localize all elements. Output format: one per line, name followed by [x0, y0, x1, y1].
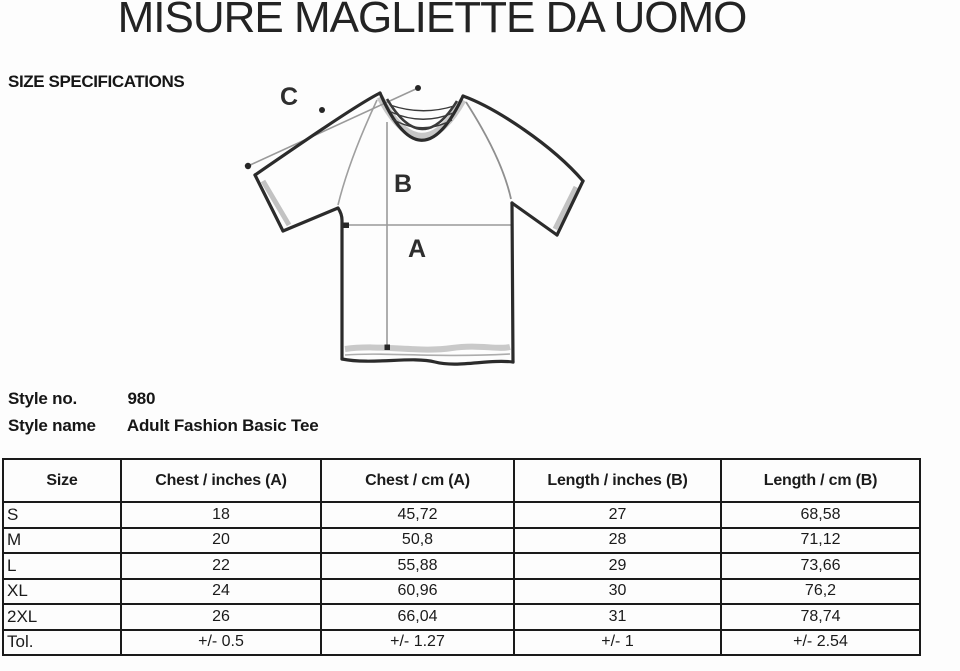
size-specifications-heading: SIZE SPECIFICATIONS [8, 72, 185, 91]
table-row: Tol. +/- 0.5 +/- 1.27 +/- 1 +/- 2.54 [2, 628, 921, 656]
value-cell: +/- 2.54 [720, 628, 921, 656]
measure-label-a: A [408, 235, 426, 263]
size-cell: XL [2, 577, 122, 605]
value-cell: 29 [513, 552, 722, 580]
value-cell: 26 [120, 603, 322, 631]
table-row: 2XL 26 66,04 31 78,74 [2, 603, 921, 631]
size-cell: L [2, 552, 122, 580]
value-cell: 27 [513, 501, 722, 529]
value-cell: 73,66 [720, 552, 921, 580]
value-cell: 66,04 [320, 603, 515, 631]
size-table-body: S 18 45,72 27 68,58 M 20 50,8 28 71,12 L 22 55,88 29 7… [2, 501, 921, 656]
measure-line-b [384, 122, 390, 350]
size-cell: S [2, 501, 122, 529]
measure-line-a [343, 222, 511, 228]
size-cell: 2XL [2, 603, 122, 631]
value-cell: 71,12 [720, 526, 921, 554]
value-cell: +/- 1.27 [320, 628, 515, 656]
value-cell: 24 [120, 577, 322, 605]
table-row: L 22 55,88 29 73,66 [2, 552, 921, 580]
measure-label-c: C [280, 83, 298, 111]
tshirt-measurement-diagram: C B A [244, 83, 585, 366]
size-table: Size Chest / inches (A) Chest / cm (A) Leng… [2, 458, 921, 656]
style-number-row: Style no. 980 [8, 389, 155, 409]
value-cell: 60,96 [320, 577, 515, 605]
size-table-header-row: Size Chest / inches (A) Chest / cm (A) Leng… [2, 458, 921, 503]
value-cell: 55,88 [320, 552, 515, 580]
value-cell: 30 [513, 577, 722, 605]
measure-line-c [244, 85, 421, 170]
table-row: S 18 45,72 27 68,58 [2, 501, 921, 529]
value-cell: 50,8 [320, 526, 515, 554]
column-header: Chest / cm (A) [320, 458, 515, 503]
value-cell: 45,72 [320, 501, 515, 529]
size-cell: Tol. [2, 628, 122, 656]
value-cell: 78,74 [720, 603, 921, 631]
value-cell: 76,2 [720, 577, 921, 605]
style-name-row: Style name Adult Fashion Basic Tee [8, 416, 319, 436]
table-row: M 20 50,8 28 71,12 [2, 526, 921, 554]
value-cell: +/- 0.5 [120, 628, 322, 656]
size-cell: M [2, 526, 122, 554]
value-cell: 20 [120, 526, 322, 554]
value-cell: 28 [513, 526, 722, 554]
value-cell: 68,58 [720, 501, 921, 529]
value-cell: +/- 1 [513, 628, 722, 656]
table-row: XL 24 60,96 30 76,2 [2, 577, 921, 605]
value-cell: 18 [120, 501, 322, 529]
column-header: Size [2, 458, 122, 503]
collar-ribbing [385, 98, 459, 131]
style-name-value: Adult Fashion Basic Tee [126, 416, 319, 435]
tshirt-outline [253, 91, 585, 366]
column-header: Length / inches (B) [513, 458, 722, 503]
value-cell: 31 [513, 603, 722, 631]
page-title: MISURE MAGLIETTE DA UOMO [117, 0, 748, 42]
style-number-label: Style no. [8, 389, 78, 408]
column-header: Chest / inches (A) [120, 458, 322, 503]
style-name-label: Style name [8, 416, 96, 435]
style-number-value: 980 [127, 389, 156, 408]
value-cell: 22 [120, 552, 322, 580]
column-header: Length / cm (B) [720, 458, 921, 503]
measure-label-b: B [394, 170, 412, 198]
